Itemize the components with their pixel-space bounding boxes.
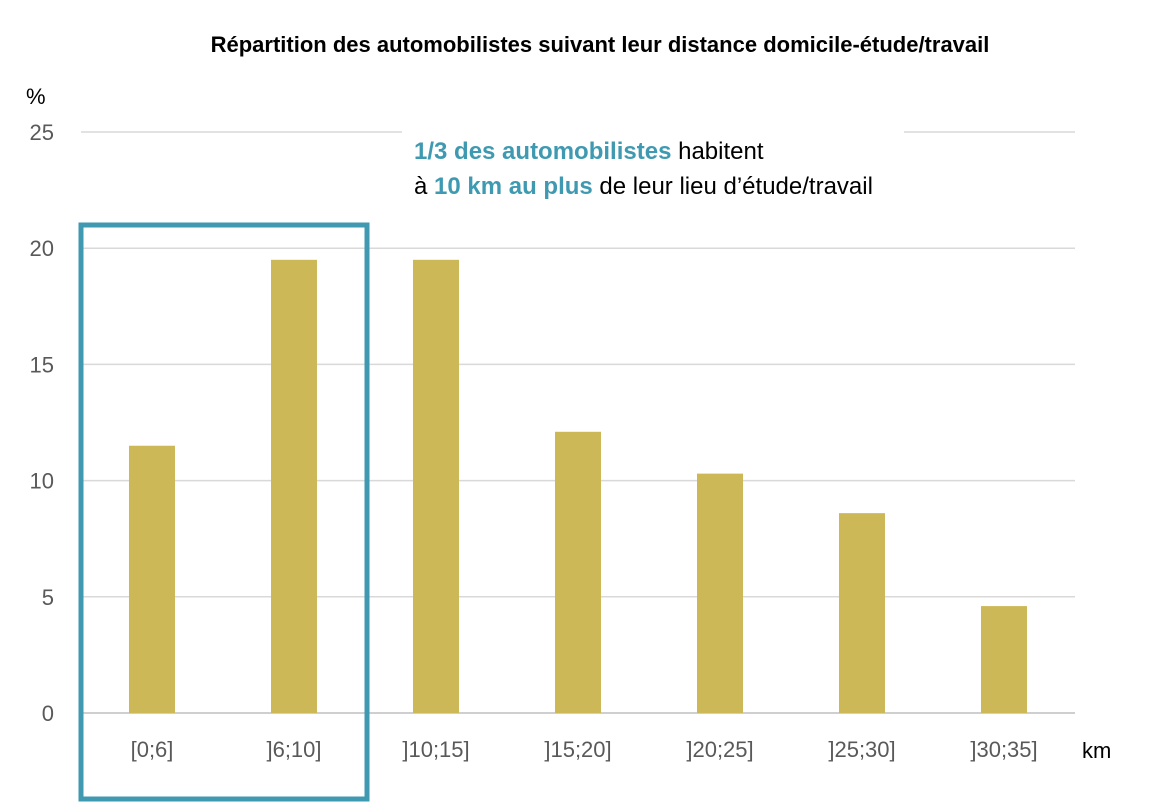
highlight-box	[78, 222, 370, 802]
annotation-text-2: de leur lieu d’étude/travail	[593, 173, 873, 200]
y-tick-label: 5	[42, 585, 54, 610]
x-tick-label: ]20;25]	[686, 737, 753, 762]
bar	[981, 606, 1027, 713]
x-tick-labels: [0;6] ]6;10] ]10;15] ]15;20] ]20;25] ]25;30]]…	[131, 737, 1038, 762]
annotation-highlight-2: 10 km au plus	[434, 173, 593, 200]
bar	[129, 445, 175, 713]
y-tick-label: 25	[30, 120, 54, 145]
annotation-highlight-1: 1/3 des automobilistes	[414, 138, 671, 165]
y-tick-labels: 0 5 10 15 20 25	[30, 120, 54, 726]
y-tick-label: 10	[30, 469, 54, 494]
bar	[697, 473, 743, 713]
annotation-text-1: habitent	[671, 138, 763, 165]
chart-title: Répartition des automobilistes suivant l…	[211, 32, 990, 57]
x-tick-label: ]6;10]	[266, 737, 321, 762]
x-tick-label: ]10;15]	[402, 737, 469, 762]
annotation-line-1: 1/3 des automobilistes habitent	[414, 138, 764, 165]
x-axis-unit: km	[1082, 738, 1111, 763]
y-tick-label: 15	[30, 352, 54, 377]
annotation-line-2: à 10 km au plus de leur lieu d’étude/tra…	[414, 173, 873, 200]
x-tick-label: ]25;30]	[828, 737, 895, 762]
x-tick-label: ]15;20]	[544, 737, 611, 762]
y-axis-unit: %	[26, 84, 46, 109]
y-tick-label: 0	[42, 701, 54, 726]
bar	[413, 259, 459, 713]
y-tick-label: 20	[30, 236, 54, 261]
bars	[129, 259, 1027, 713]
bar	[555, 431, 601, 713]
annotation-prefix-2: à	[414, 173, 434, 200]
bar	[271, 259, 317, 713]
bar	[839, 513, 885, 713]
x-tick-label: ]30;35]	[970, 737, 1037, 762]
x-tick-label: [0;6]	[131, 737, 174, 762]
